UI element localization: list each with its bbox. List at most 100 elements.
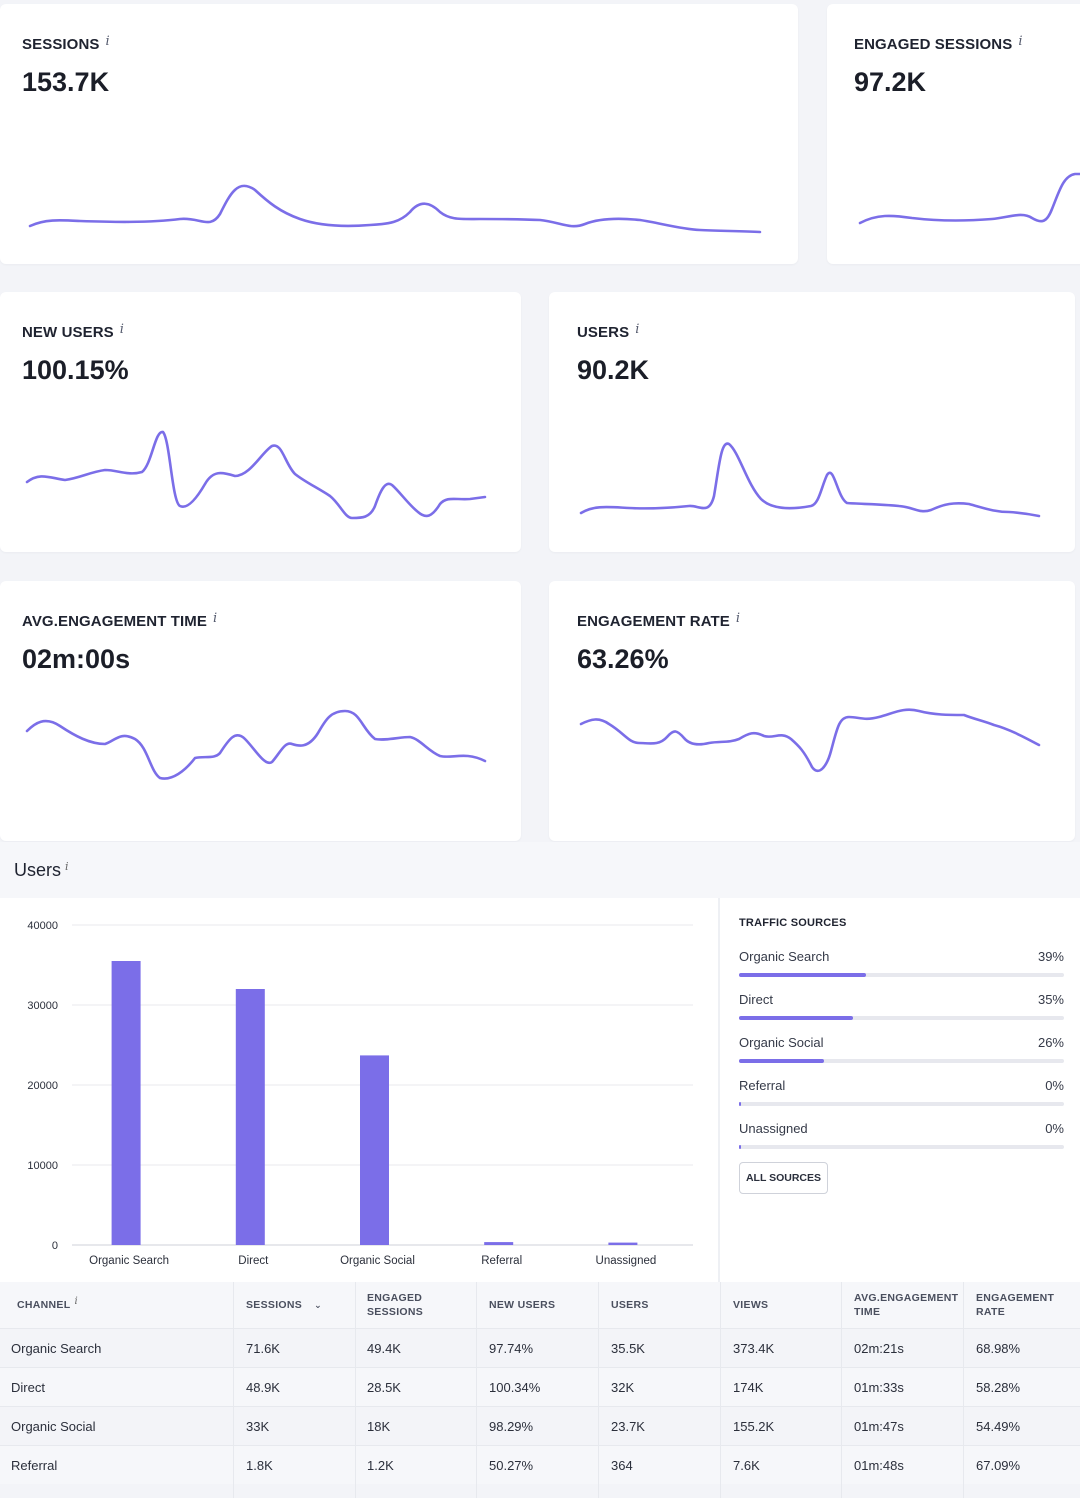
metric-card-engagement-rate: ENGAGEMENT RATE i 63.26%	[549, 581, 1075, 841]
x-tick-label: Organic Social	[340, 1255, 415, 1267]
column-header-channel[interactable]: CHANNEL i	[17, 1296, 78, 1311]
traffic-source-bar-track	[739, 1016, 1064, 1020]
traffic-source-bar-track	[739, 973, 1064, 977]
chevron-down-icon[interactable]: ⌄	[314, 1300, 322, 1310]
column-header-sessions[interactable]: SESSIONS ⌄	[246, 1299, 322, 1311]
table-cell: 58.28%	[976, 1380, 1021, 1395]
column-separator	[720, 1282, 721, 1498]
users-sparkline	[579, 442, 1041, 518]
table-cell: 71.6K	[246, 1341, 280, 1356]
info-icon[interactable]: i	[1018, 34, 1023, 49]
traffic-source-name: Unassigned	[739, 1121, 808, 1136]
table-row[interactable]: Referral 1.8K 1.2K 50.27% 364 7.6K 01m:48s 67.0…	[0, 1445, 1080, 1484]
table-row[interactable]: Direct 48.9K 28.5K 100.34% 32K 174K 01m:33s 58.…	[0, 1367, 1080, 1406]
column-separator	[963, 1282, 964, 1498]
table-cell: 01m:48s	[854, 1458, 904, 1473]
traffic-source-percent: 26%	[1037, 1035, 1064, 1050]
y-tick-label: 30000	[27, 1000, 58, 1012]
traffic-source-bar-fill	[739, 1145, 741, 1149]
bar-unassigned[interactable]	[608, 1242, 638, 1245]
bar-direct[interactable]	[235, 989, 265, 1245]
column-separator	[598, 1282, 599, 1498]
table-cell: 23.7K	[611, 1419, 645, 1434]
bar-referral[interactable]	[484, 1242, 514, 1245]
table-header-row: CHANNEL i SESSIONS ⌄ ENGAGED SESSIONS NEW …	[0, 1282, 1080, 1328]
traffic-source-name: Direct	[739, 992, 773, 1007]
users-section-header: Users i	[0, 842, 1080, 898]
metric-value: 100.15%	[22, 355, 129, 385]
traffic-source-bar-fill	[739, 1059, 824, 1063]
traffic-source-row: Unassigned 0%	[739, 1121, 1064, 1161]
all-sources-button[interactable]: ALL SOURCES	[739, 1162, 828, 1194]
traffic-source-bar-fill	[739, 1102, 741, 1106]
table-cell: 98.29%	[489, 1419, 534, 1434]
y-tick-label: 0	[52, 1240, 58, 1252]
x-tick-label: Direct	[238, 1255, 269, 1267]
metric-label: ENGAGED SESSIONS	[854, 36, 1013, 53]
traffic-source-bar-fill	[739, 973, 866, 977]
column-header-engagement-rate[interactable]: ENGAGEMENT RATE	[976, 1292, 1055, 1318]
table-cell: 50.27%	[489, 1458, 534, 1473]
engaged-sessions-sparkline	[858, 172, 1080, 225]
info-icon[interactable]: i	[105, 34, 110, 49]
traffic-source-name: Referral	[739, 1078, 786, 1093]
traffic-source-row: Organic Search 39%	[739, 949, 1064, 989]
users-section-title: Users	[14, 860, 62, 880]
table-cell: 67.09%	[976, 1458, 1021, 1473]
panel-divider	[718, 898, 720, 1282]
table-cell: 18K	[367, 1419, 391, 1434]
metric-label: SESSIONS	[22, 36, 100, 53]
info-icon[interactable]: i	[74, 1296, 78, 1307]
new-users-sparkline	[25, 430, 487, 520]
table-cell: 01m:47s	[854, 1419, 904, 1434]
info-icon[interactable]: i	[735, 611, 741, 626]
bar-organic-social[interactable]	[360, 1055, 389, 1245]
table-cell: Direct	[11, 1380, 45, 1395]
bar-organic-search[interactable]	[111, 961, 141, 1245]
traffic-source-name: Organic Social	[739, 1035, 824, 1050]
column-header-users[interactable]: USERS	[611, 1299, 649, 1311]
table-cell: Referral	[11, 1458, 58, 1473]
metric-card-sessions: SESSIONS i 153.7K	[0, 4, 798, 264]
table-cell: 48.9K	[246, 1380, 280, 1395]
table-cell: 155.2K	[733, 1419, 775, 1434]
traffic-sources-panel: TRAFFIC SOURCES Organic Search 39% Direct 3…	[720, 898, 1080, 1282]
traffic-source-bar-track	[739, 1145, 1064, 1149]
table-row[interactable]: Organic Search 71.6K 49.4K 97.74% 35.5K 373.4…	[0, 1328, 1080, 1367]
metric-card-engaged-sessions: ENGAGED SESSIONS i 97.2K	[827, 4, 1080, 264]
table-cell: 49.4K	[367, 1341, 401, 1356]
column-header-avg-engagement-time[interactable]: AVG.ENGAGEMENT TIME	[854, 1292, 959, 1318]
column-separator	[841, 1282, 842, 1498]
traffic-source-percent: 0%	[1045, 1078, 1064, 1093]
column-header-views[interactable]: VIEWS	[733, 1299, 769, 1311]
metric-label: USERS	[577, 324, 630, 341]
table-cell: 33K	[246, 1419, 270, 1434]
info-icon[interactable]: i	[119, 322, 125, 337]
traffic-source-percent: 39%	[1037, 949, 1064, 964]
table-cell: Organic Search	[11, 1341, 102, 1356]
info-icon[interactable]: i	[635, 322, 640, 337]
info-icon[interactable]: i	[65, 860, 69, 873]
y-tick-label: 10000	[27, 1160, 58, 1172]
metric-label: AVG.ENGAGEMENT TIME	[22, 613, 207, 630]
info-icon[interactable]: i	[212, 611, 218, 626]
metric-value: 63.26%	[577, 644, 669, 674]
table-row[interactable]: Organic Social 33K 18K 98.29% 23.7K 155.2K 01m…	[0, 1406, 1080, 1445]
metric-card-new-users: NEW USERS i 100.15%	[0, 292, 521, 552]
column-header-new-users[interactable]: NEW USERS	[489, 1299, 556, 1311]
column-header-engaged-sessions[interactable]: ENGAGED SESSIONS	[367, 1292, 424, 1318]
traffic-source-name: Organic Search	[739, 949, 830, 964]
metric-card-users: USERS i 90.2K	[549, 292, 1075, 552]
traffic-source-percent: 35%	[1037, 992, 1064, 1007]
table-cell: 28.5K	[367, 1380, 401, 1395]
metric-label: NEW USERS	[22, 324, 114, 341]
table-cell: 7.6K	[733, 1458, 760, 1473]
table-cell: 68.98%	[976, 1341, 1021, 1356]
table-cell: 32K	[611, 1380, 635, 1395]
table-cell: 364	[611, 1458, 633, 1473]
bar-chart-svg: 40000 30000 20000 10000 0 Organic Search Direc…	[27, 920, 693, 1267]
x-tick-label: Unassigned	[596, 1255, 657, 1267]
column-separator	[476, 1282, 477, 1498]
column-separator	[355, 1282, 356, 1498]
table-cell: 02m:21s	[854, 1341, 904, 1356]
